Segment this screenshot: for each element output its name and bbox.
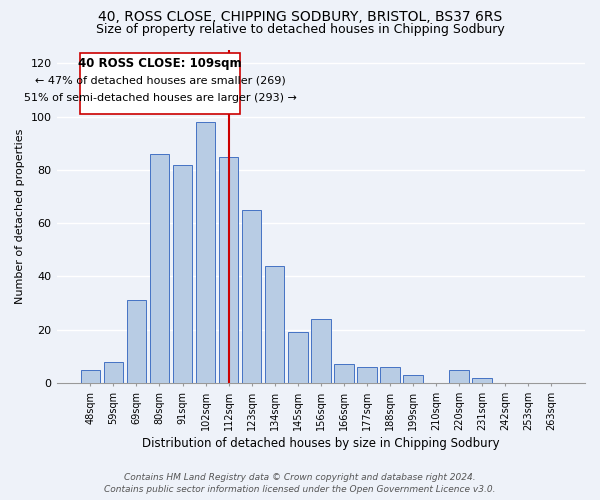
Text: ← 47% of detached houses are smaller (269): ← 47% of detached houses are smaller (26…: [35, 76, 286, 86]
Bar: [149, 154, 169, 383]
Bar: [288, 332, 308, 383]
Bar: [80, 52, 240, 114]
Text: 51% of semi-detached houses are larger (293) →: 51% of semi-detached houses are larger (…: [23, 92, 296, 102]
Y-axis label: Number of detached properties: Number of detached properties: [15, 129, 25, 304]
Bar: [449, 370, 469, 383]
Bar: [173, 164, 193, 383]
Bar: [219, 156, 238, 383]
Text: Contains HM Land Registry data © Crown copyright and database right 2024.: Contains HM Land Registry data © Crown c…: [124, 474, 476, 482]
Text: Contains public sector information licensed under the Open Government Licence v3: Contains public sector information licen…: [104, 485, 496, 494]
Bar: [357, 367, 377, 383]
Bar: [196, 122, 215, 383]
Bar: [242, 210, 262, 383]
Text: 40, ROSS CLOSE, CHIPPING SODBURY, BRISTOL, BS37 6RS: 40, ROSS CLOSE, CHIPPING SODBURY, BRISTO…: [98, 10, 502, 24]
Bar: [472, 378, 492, 383]
Text: Size of property relative to detached houses in Chipping Sodbury: Size of property relative to detached ho…: [95, 22, 505, 36]
Text: 40 ROSS CLOSE: 109sqm: 40 ROSS CLOSE: 109sqm: [78, 56, 242, 70]
Bar: [380, 367, 400, 383]
Bar: [403, 375, 423, 383]
Bar: [265, 266, 284, 383]
X-axis label: Distribution of detached houses by size in Chipping Sodbury: Distribution of detached houses by size …: [142, 437, 500, 450]
Bar: [104, 362, 123, 383]
Bar: [80, 370, 100, 383]
Bar: [311, 319, 331, 383]
Bar: [334, 364, 353, 383]
Bar: [127, 300, 146, 383]
